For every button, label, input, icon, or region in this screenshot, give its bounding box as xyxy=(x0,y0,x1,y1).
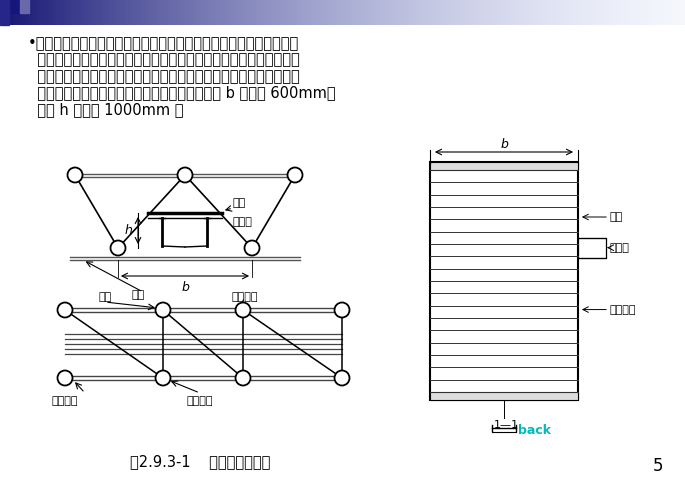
Bar xyxy=(430,162,578,400)
Bar xyxy=(430,392,578,400)
Circle shape xyxy=(236,370,251,385)
Circle shape xyxy=(236,302,251,318)
Circle shape xyxy=(58,370,73,385)
Text: •马道是网架上用来悬挂或检修灯具、设备的通道。由于网架杆件不能: •马道是网架上用来悬挂或检修灯具、设备的通道。由于网架杆件不能 xyxy=(28,36,299,51)
Text: 螺纹锂筋: 螺纹锂筋 xyxy=(52,396,78,406)
Circle shape xyxy=(245,241,260,256)
Circle shape xyxy=(334,370,349,385)
Circle shape xyxy=(110,241,125,256)
Circle shape xyxy=(334,302,349,318)
Bar xyxy=(20,0,29,13)
Circle shape xyxy=(155,370,171,385)
Text: 5: 5 xyxy=(653,457,663,475)
Text: back: back xyxy=(518,424,551,437)
Text: 螺纹锂筋: 螺纹锂筋 xyxy=(610,304,636,315)
Text: 工字锂: 工字锂 xyxy=(610,242,630,253)
Bar xyxy=(0,0,9,25)
Circle shape xyxy=(68,167,82,182)
Text: b: b xyxy=(500,138,508,151)
Text: 角锂: 角锂 xyxy=(132,290,145,300)
Text: 高度 h 一般取 1000mm 。: 高度 h 一般取 1000mm 。 xyxy=(28,102,184,117)
Text: 道直接布置在下弦杆上，但布置马道的下弦杆截面和高强螺栓必须考: 道直接布置在下弦杆上，但布置马道的下弦杆截面和高强螺栓必须考 xyxy=(28,69,300,84)
Text: 马道: 马道 xyxy=(233,198,246,208)
Text: 方锂横管: 方锂横管 xyxy=(232,292,258,302)
Circle shape xyxy=(177,167,192,182)
Text: 图2.9.3-1    马道的一般做法: 图2.9.3-1 马道的一般做法 xyxy=(130,454,270,469)
Bar xyxy=(430,162,578,170)
Bar xyxy=(0,0,20,13)
Text: 1—1: 1—1 xyxy=(493,420,519,430)
Text: 虑横向荷载的作用，做抗弯、抗剪验算。马道宽 b 一般取 600mm，: 虑横向荷载的作用，做抗弯、抗剪验算。马道宽 b 一般取 600mm， xyxy=(28,86,336,101)
Text: b: b xyxy=(181,281,189,294)
Text: 工字锂: 工字锂 xyxy=(233,217,253,227)
Circle shape xyxy=(288,167,303,182)
Bar xyxy=(578,238,606,257)
Text: 圆锂: 圆锂 xyxy=(99,292,112,302)
Text: 角锂: 角锂 xyxy=(610,212,623,222)
Circle shape xyxy=(155,302,171,318)
Text: h: h xyxy=(124,224,132,237)
Text: 受弯，可在下弦节点上布置型锂梁，马道布置在型锂梁上。也有把马: 受弯，可在下弦节点上布置型锂梁，马道布置在型锂梁上。也有把马 xyxy=(28,52,300,67)
Text: 方管立杆: 方管立杆 xyxy=(187,396,213,406)
Circle shape xyxy=(58,302,73,318)
